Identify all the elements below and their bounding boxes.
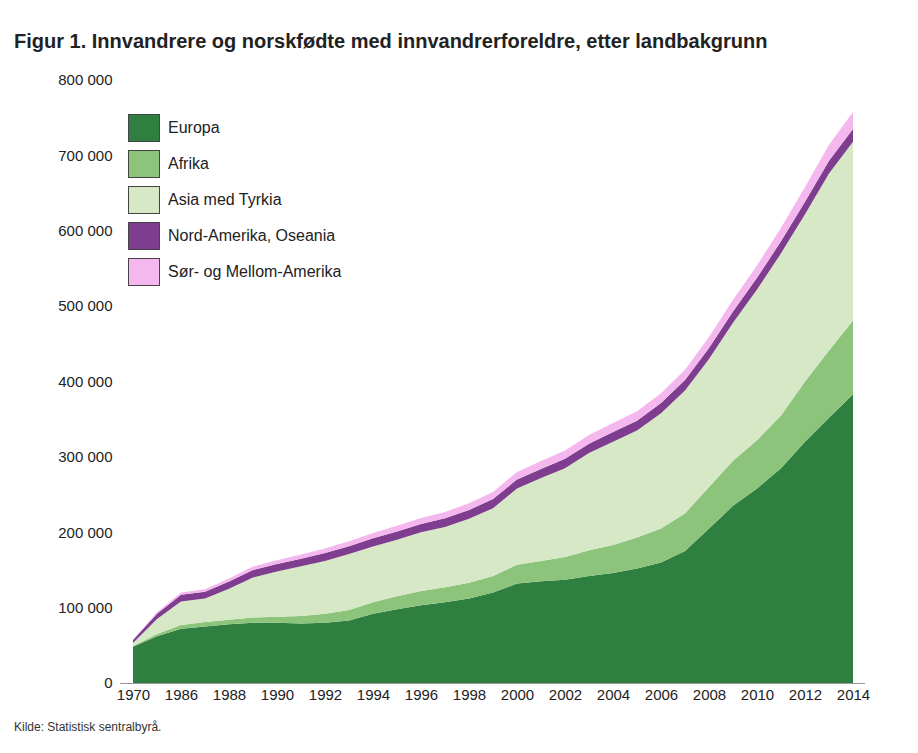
svg-text:1990: 1990: [261, 686, 294, 703]
svg-text:1992: 1992: [309, 686, 342, 703]
svg-text:700 000: 700 000: [58, 147, 112, 164]
svg-text:300 000: 300 000: [58, 448, 112, 465]
html-text:Figur 1. Innvandrere og norskf: Figur 1. Innvandrere og norskfødte med i…: [14, 30, 768, 52]
svg-text:1970: 1970: [117, 686, 150, 703]
svg-text:200 000: 200 000: [58, 524, 112, 541]
svg-text:1986: 1986: [165, 686, 198, 703]
svg-text:2012: 2012: [789, 686, 822, 703]
html-text:Asia med Tyrkia: Asia med Tyrkia: [168, 191, 282, 208]
svg-text:2004: 2004: [597, 686, 630, 703]
html-text:Kilde: Statistisk sentralbyrå.: Kilde: Statistisk sentralbyrå.: [14, 720, 162, 734]
svg-text:1994: 1994: [357, 686, 390, 703]
svg-text:1998: 1998: [453, 686, 486, 703]
html-text:Europa: Europa: [168, 119, 220, 136]
html-text:Nord-Amerika, Oseania: Nord-Amerika, Oseania: [168, 227, 336, 244]
svg-text:500 000: 500 000: [58, 297, 112, 314]
svg-text:2008: 2008: [693, 686, 726, 703]
svg-text:2006: 2006: [645, 686, 678, 703]
svg-text:2000: 2000: [501, 686, 534, 703]
svg-text:2014: 2014: [837, 686, 870, 703]
html-text:Sør- og Mellom-Amerika: Sør- og Mellom-Amerika: [168, 263, 342, 280]
svg-text:2002: 2002: [549, 686, 582, 703]
svg-text:2010: 2010: [741, 686, 774, 703]
svg-text:100 000: 100 000: [58, 599, 112, 616]
svg-text:1996: 1996: [405, 686, 438, 703]
svg-text:800 000: 800 000: [58, 71, 112, 88]
svg-text:0: 0: [104, 674, 112, 691]
svg-text:400 000: 400 000: [58, 373, 112, 390]
svg-text:1988: 1988: [213, 686, 246, 703]
svg-text:600 000: 600 000: [58, 222, 112, 239]
html-text:Afrika: Afrika: [168, 155, 209, 172]
